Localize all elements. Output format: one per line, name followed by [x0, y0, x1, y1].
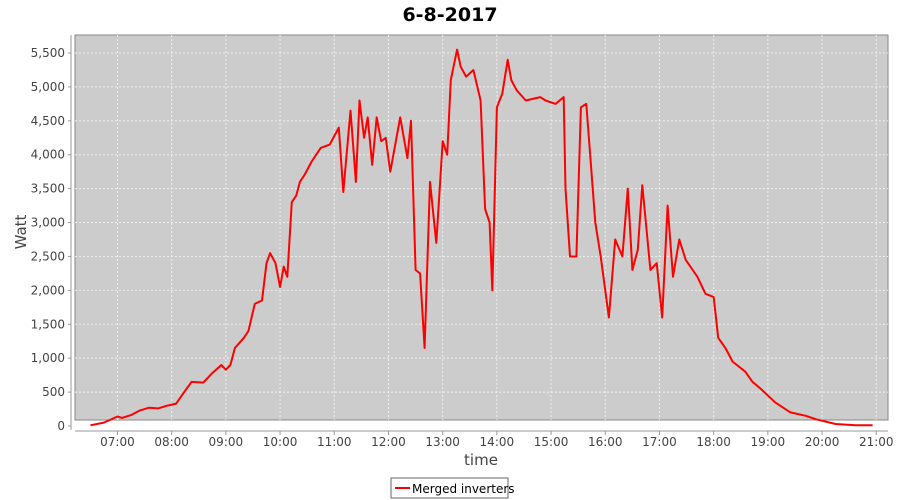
legend-box — [390, 477, 509, 499]
y-axis: 0 500 1,000 1,500 2,000 2,500 3,000 3,500 4,000 4… — [31, 35, 72, 433]
x-tick-label: 14:00 — [480, 435, 515, 449]
y-tick-label: 3,500 — [31, 182, 65, 196]
x-tick-label: 18:00 — [696, 435, 731, 449]
y-tick-label: 0 — [57, 419, 65, 433]
legend: Merged inverters — [390, 477, 515, 499]
y-axis-label: Watt — [12, 214, 30, 249]
x-tick-label: 10:00 — [263, 435, 298, 449]
y-tick-label: 3,000 — [31, 216, 65, 230]
y-tick-label: 4,500 — [31, 114, 65, 128]
x-tick-label: 19:00 — [751, 435, 786, 449]
legend-label: Merged inverters — [412, 482, 515, 496]
y-tick-label: 5,500 — [31, 46, 65, 60]
x-tick-label: 12:00 — [371, 435, 406, 449]
series-layer — [90, 48, 873, 427]
x-tick-label: 20:00 — [805, 435, 840, 449]
y-tick-label: 5,000 — [31, 80, 65, 94]
x-tick-label: 16:00 — [588, 435, 623, 449]
x-tick-label: 07:00 — [100, 435, 135, 449]
y-tick-label: 1,500 — [31, 317, 65, 331]
x-axis: 07:00 08:00 09:00 10:00 11:00 12:00 13:00 14:00… — [75, 430, 894, 449]
x-tick-label: 09:00 — [209, 435, 244, 449]
x-axis-label: time — [464, 451, 498, 469]
x-tick-label: 11:00 — [317, 435, 352, 449]
x-tick-label: 08:00 — [154, 435, 189, 449]
x-tick-label: 13:00 — [425, 435, 460, 449]
x-tick-label: 21:00 — [859, 435, 894, 449]
y-tick-label: 1,000 — [31, 351, 65, 365]
y-tick-label: 4,000 — [31, 148, 65, 162]
x-tick-label: 17:00 — [642, 435, 677, 449]
y-tick-label: 2,000 — [31, 283, 65, 297]
chart-title: 6-8-2017 — [402, 4, 497, 26]
plot-area — [74, 34, 889, 421]
y-tick-label: 500 — [42, 385, 65, 399]
y-tick-label: 2,500 — [31, 249, 65, 263]
grid-lines — [75, 35, 888, 420]
x-tick-label: 15:00 — [534, 435, 569, 449]
series-line — [90, 48, 873, 427]
